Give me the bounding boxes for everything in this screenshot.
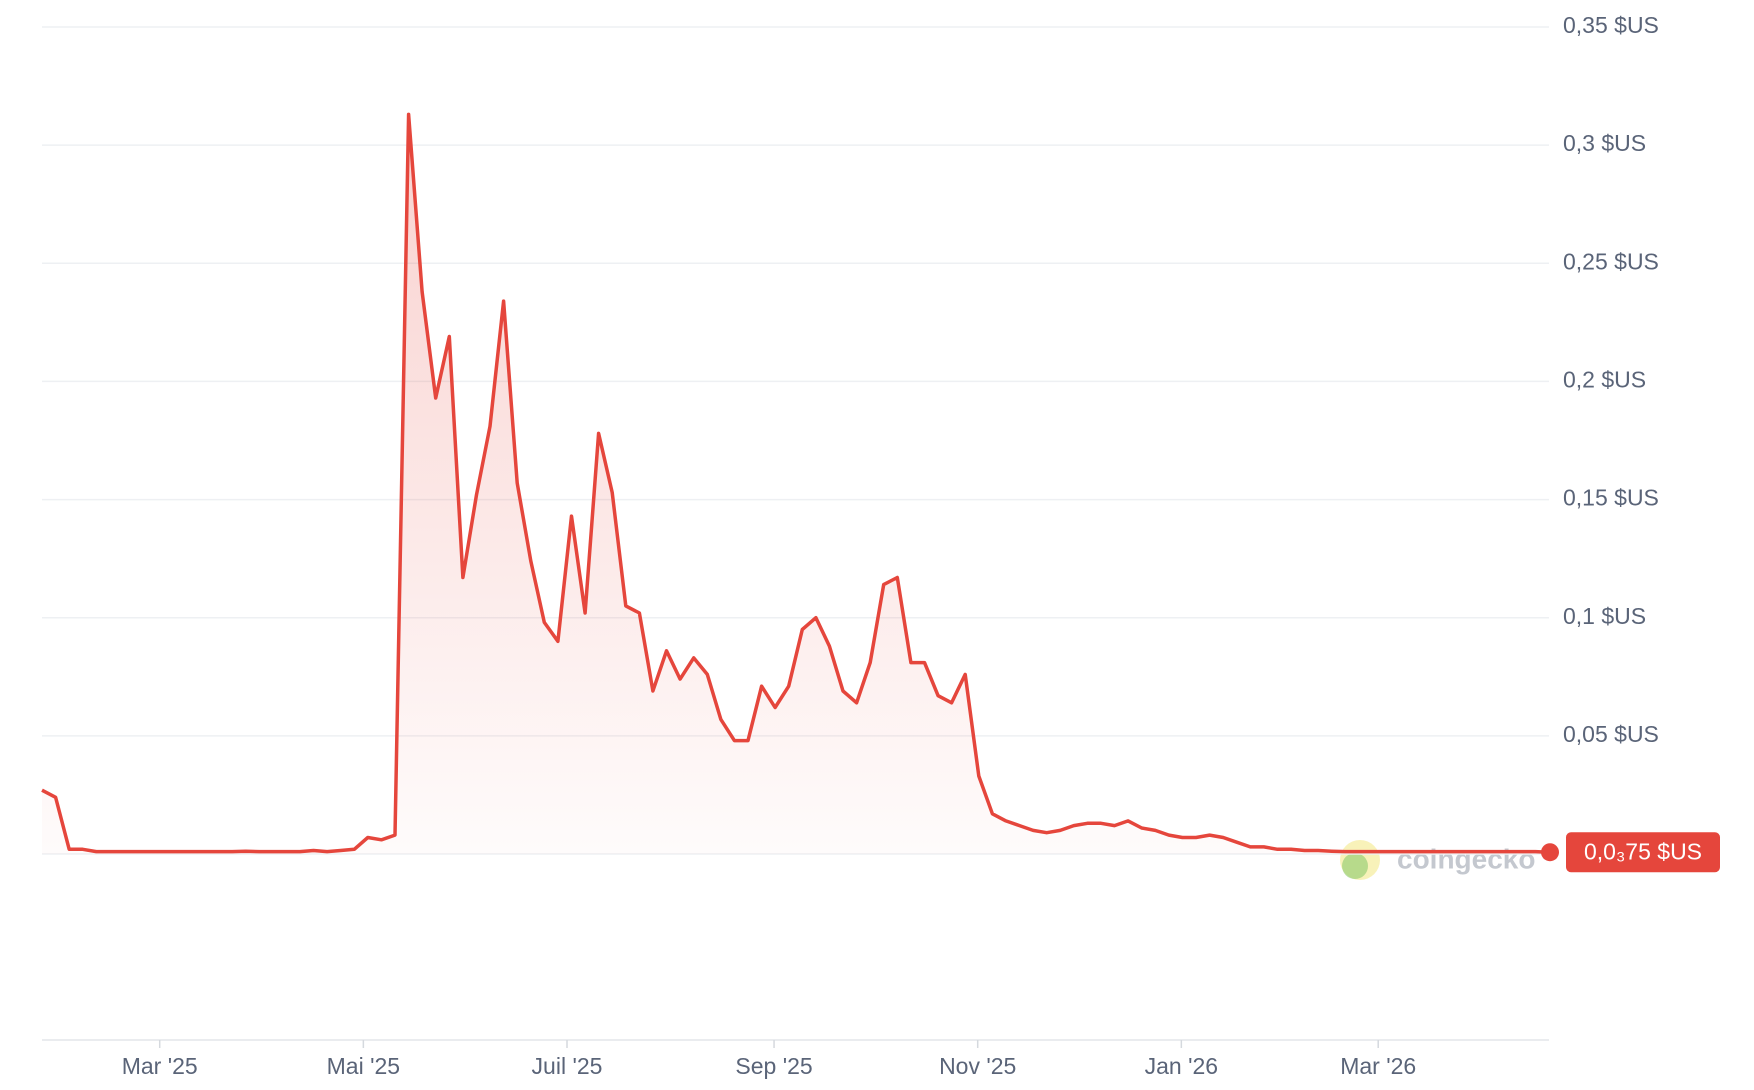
x-tick-label: Jan '26 xyxy=(1145,1053,1218,1079)
y-tick-label: 0,35 $US xyxy=(1563,12,1659,38)
price-line xyxy=(41,112,1550,854)
x-tick-label: Sep '25 xyxy=(735,1053,812,1079)
x-tick-label: Nov '25 xyxy=(939,1053,1016,1079)
y-tick-label: 0,25 $US xyxy=(1563,248,1659,274)
price-badge xyxy=(1566,832,1720,873)
y-tick-label: 0,05 $US xyxy=(1563,721,1659,747)
area xyxy=(42,114,1549,854)
x-tick-label: Mai '25 xyxy=(327,1053,400,1079)
y-tick-label: 0,2 $US xyxy=(1563,367,1646,393)
logo xyxy=(1342,853,1368,879)
y-tick-label: 0,1 $US xyxy=(1563,603,1646,629)
last-point xyxy=(1541,843,1559,862)
y-tick-label: 0,3 $US xyxy=(1563,130,1646,156)
x-tick-label: Juil '25 xyxy=(532,1053,603,1079)
price-label: 0,0₃75 $US xyxy=(1584,838,1702,864)
x-tick-label: Mar '26 xyxy=(1340,1053,1416,1079)
watermark: coingecko xyxy=(1397,843,1535,874)
y-tick-label: 0,15 $US xyxy=(1563,485,1659,511)
x-tick-label: Mar '25 xyxy=(122,1053,198,1079)
